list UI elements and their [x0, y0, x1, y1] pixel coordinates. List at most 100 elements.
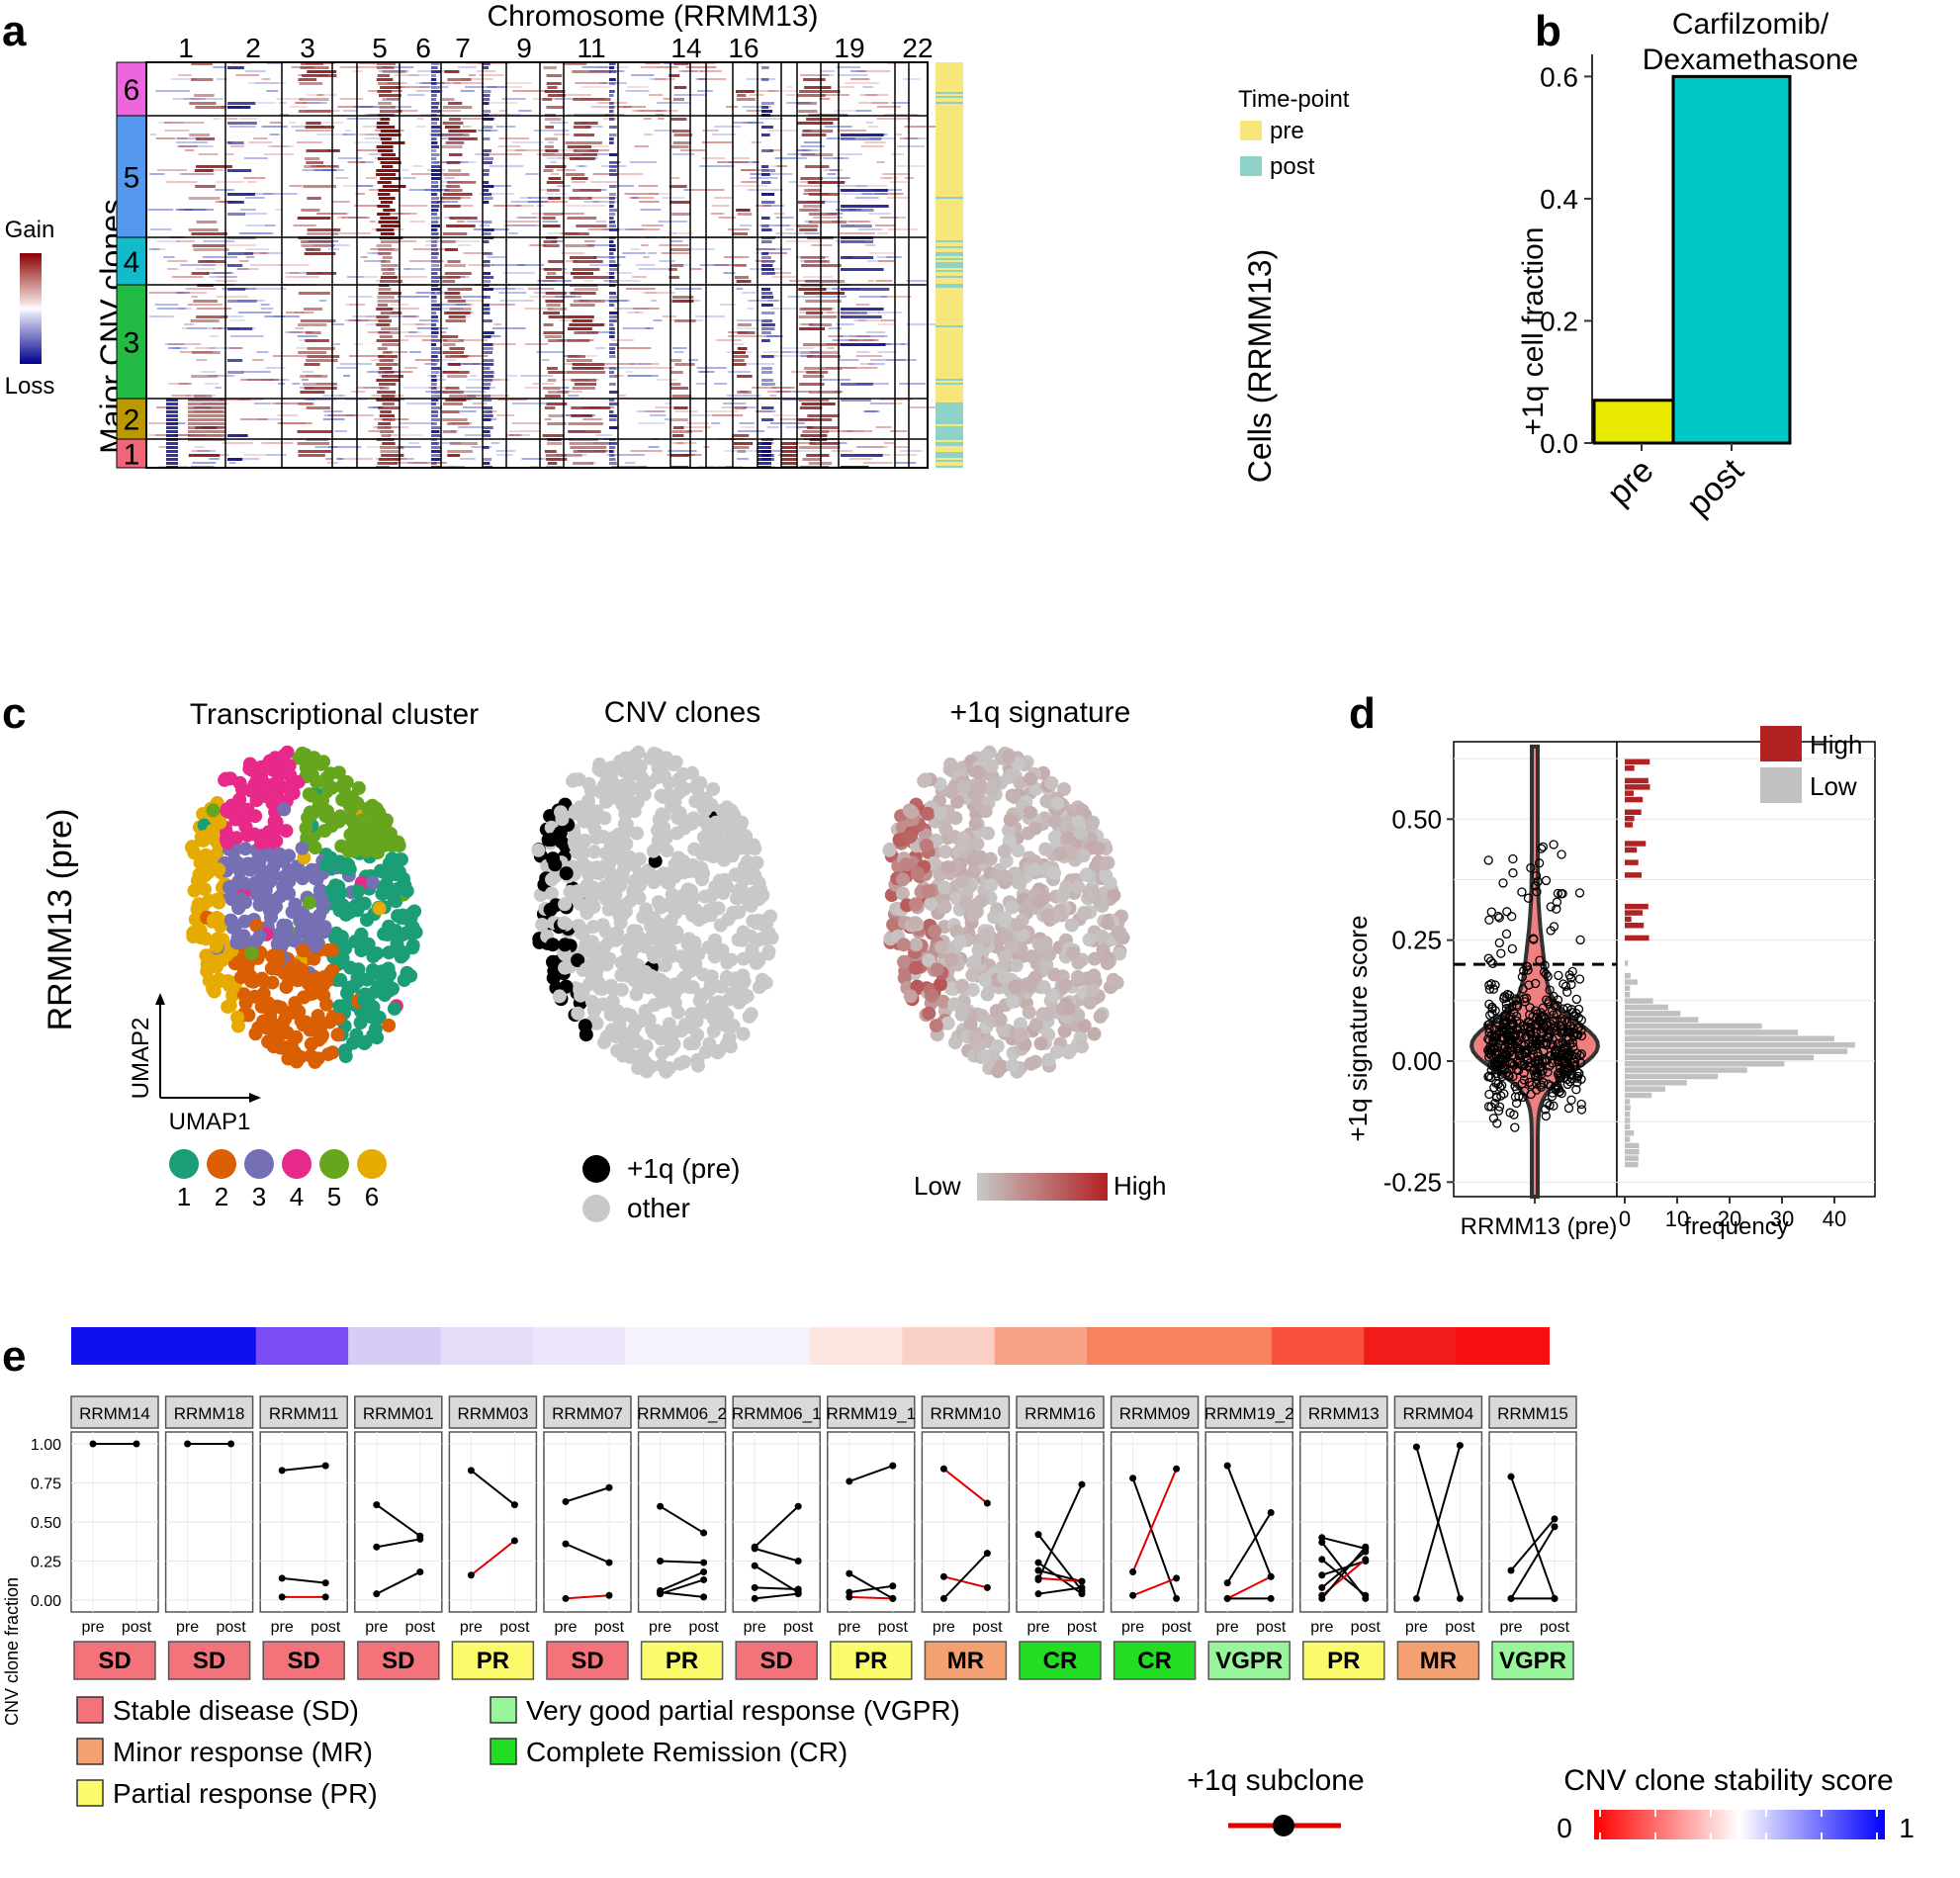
heatmap-streak	[285, 331, 303, 333]
umap-point	[706, 1024, 721, 1038]
heatmap-loss	[609, 450, 614, 453]
umap-point	[1086, 815, 1100, 830]
heatmap-gain	[574, 122, 598, 125]
heatmap-streak	[838, 359, 859, 361]
heatmap-streak	[378, 70, 409, 72]
violin-point	[1536, 1080, 1546, 1090]
heatmap-gain	[444, 70, 460, 73]
heatmap-streak	[431, 442, 461, 444]
heatmap-streak	[742, 292, 757, 294]
heatmap-gain	[546, 304, 561, 307]
umap-point	[1075, 803, 1090, 818]
heatmap-streak	[623, 106, 632, 108]
umap-point	[970, 837, 985, 851]
umap-point	[623, 894, 638, 908]
heatmap-streak	[408, 213, 417, 215]
umap-point	[220, 836, 234, 850]
heatmap-streak	[267, 145, 289, 147]
heatmap-gain	[798, 315, 838, 318]
heatmap-streak	[811, 244, 833, 246]
violin-point	[1538, 842, 1549, 851]
heatmap-streak	[904, 137, 930, 139]
timepoint-cell	[935, 430, 963, 432]
heatmap-loss	[761, 418, 774, 421]
heatmap-gain	[443, 343, 456, 346]
heatmap-loss	[431, 430, 440, 433]
timepoint-cell	[935, 221, 963, 223]
violin-point	[1522, 961, 1533, 972]
heatmap-loss	[483, 276, 494, 279]
umap-point	[713, 848, 728, 861]
heatmap-gain	[804, 260, 831, 263]
heatmap-gain	[380, 410, 392, 413]
violin-point	[1484, 1019, 1494, 1029]
heatmap-streak	[648, 367, 673, 369]
violin-point	[1552, 904, 1561, 914]
panel-d-violin: d +1q signature score 0.500.250.00-0.250…	[1343, 689, 1876, 1240]
heatmap-loss	[761, 201, 775, 204]
violin-point	[1485, 956, 1496, 966]
heatmap-gain	[378, 422, 391, 425]
heatmap-gain	[573, 98, 611, 101]
heatmap-streak	[506, 434, 514, 436]
clone-label-5: 5	[124, 162, 140, 195]
umap-point	[531, 843, 546, 857]
heatmap-gain	[544, 118, 562, 121]
heatmap-streak	[408, 331, 417, 333]
timepoint-cell	[935, 408, 963, 410]
umap-point	[910, 979, 925, 994]
umap-point	[356, 993, 371, 1008]
timepoint-cell	[935, 124, 963, 126]
timepoint-cell	[935, 276, 963, 278]
heatmap-gain	[797, 224, 819, 227]
heatmap-streak	[714, 197, 733, 199]
umap-point	[292, 1004, 307, 1019]
timepoint-cell	[935, 414, 963, 416]
timepoint-cell	[935, 385, 963, 387]
heatmap-streak	[577, 145, 609, 147]
heatmap-loss	[609, 371, 614, 374]
heatmap-loss	[431, 450, 441, 453]
heatmap-gain	[737, 375, 753, 378]
heatmap-gain	[306, 122, 321, 125]
bar-y-axis-label: +1q cell fraction	[1517, 227, 1550, 436]
heatmap-gain	[444, 264, 466, 267]
heatmap-gain	[377, 300, 401, 303]
heatmap-streak	[654, 130, 675, 132]
heatmap-streak	[846, 221, 872, 223]
umap-point	[1083, 995, 1098, 1010]
umap-point	[1057, 1024, 1072, 1038]
heatmap-loss	[431, 355, 438, 358]
heatmap-streak	[757, 248, 776, 250]
heatmap-loss	[609, 446, 616, 449]
heatmap-loss	[841, 454, 883, 457]
heatmap-gain	[444, 296, 462, 299]
timepoint-cell	[935, 458, 963, 460]
heatmap-streak	[338, 232, 371, 234]
heatmap-streak	[868, 252, 895, 254]
violin-point	[1541, 1111, 1551, 1121]
heatmap-gain	[188, 402, 225, 405]
umap-point	[957, 779, 972, 794]
heatmap-loss	[609, 315, 618, 318]
heatmap-loss	[483, 304, 490, 307]
umap-point	[984, 759, 999, 773]
heatmap-streak	[541, 359, 550, 361]
violin-point	[1508, 853, 1518, 864]
umap-point	[319, 997, 334, 1012]
timepoint-cell	[935, 205, 963, 207]
heatmap-streak	[636, 363, 660, 365]
umap-point	[756, 888, 770, 903]
clone-block-6	[116, 61, 147, 117]
heatmap-loss	[761, 102, 774, 105]
heatmap-gain	[545, 149, 559, 152]
timepoint-cell	[935, 118, 963, 120]
panel-label-d: d	[1349, 689, 1376, 738]
heatmap-gain	[301, 209, 320, 212]
heatmap-streak	[519, 197, 532, 199]
heatmap-streak	[157, 169, 187, 171]
heatmap-streak	[209, 458, 220, 460]
heatmap-streak	[150, 228, 172, 230]
heatmap-streak	[711, 422, 721, 424]
heatmap-streak	[741, 169, 757, 171]
